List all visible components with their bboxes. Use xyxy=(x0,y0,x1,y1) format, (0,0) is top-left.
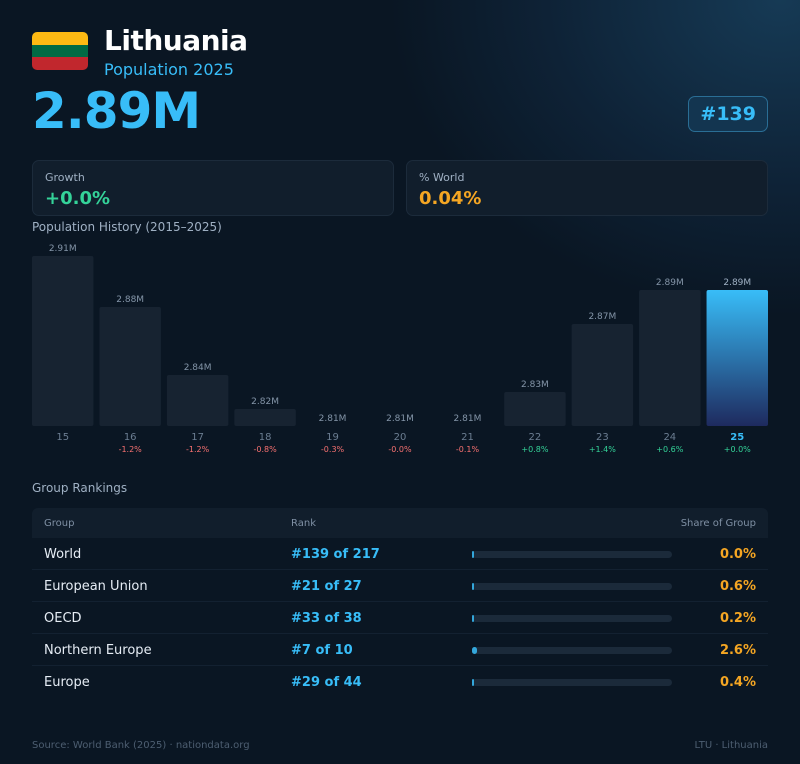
group-rank: #21 of 27 xyxy=(291,579,362,594)
bar xyxy=(639,290,701,426)
x-tick-label: 20 xyxy=(394,432,407,443)
group-share: 0.0% xyxy=(719,547,756,562)
group-share: 2.6% xyxy=(719,643,756,658)
x-tick-label: 24 xyxy=(663,432,676,443)
group-share: 0.6% xyxy=(719,579,756,594)
growth-label: +1.4% xyxy=(589,445,616,454)
bar-value-label: 2.87M xyxy=(588,312,616,322)
growth-label: -0.1% xyxy=(456,445,480,454)
flag-stripe-yellow xyxy=(32,32,88,45)
table-row: World #139 of 217 0.0% xyxy=(32,538,768,570)
x-tick-label: 16 xyxy=(124,432,137,443)
country-title: Lithuania xyxy=(104,24,248,57)
col-rank-header: Rank xyxy=(291,518,316,529)
share-bar-track xyxy=(472,583,672,590)
page-subtitle: Population 2025 xyxy=(104,60,234,79)
country-code-note: LTU · Lithuania xyxy=(694,740,768,751)
growth-label: -0.3% xyxy=(321,445,345,454)
x-tick-label: 18 xyxy=(259,432,272,443)
share-bar-track xyxy=(472,679,672,686)
x-tick-label: 19 xyxy=(326,432,339,443)
population-value: 2.89M xyxy=(32,82,201,140)
bar xyxy=(99,307,161,426)
flag-stripe-red xyxy=(32,57,88,70)
bar-value-label: 2.81M xyxy=(386,414,414,424)
x-tick-label: 15 xyxy=(56,432,69,443)
bar-highlight xyxy=(706,290,768,426)
group-name: Europe xyxy=(44,675,90,690)
world-share-label: % World xyxy=(419,171,465,184)
growth-label: +0.8% xyxy=(521,445,548,454)
history-title: Population History (2015–2025) xyxy=(32,220,222,234)
rankings-title: Group Rankings xyxy=(32,481,128,495)
growth-label: -0.0% xyxy=(388,445,412,454)
col-share-header: Share of Group xyxy=(680,518,756,529)
share-bar-fill xyxy=(472,551,474,558)
bar-value-label: 2.91M xyxy=(49,244,77,254)
group-name: World xyxy=(44,547,82,562)
group-rank: #33 of 38 xyxy=(291,611,362,626)
x-tick-label: 17 xyxy=(191,432,204,443)
bar-value-label: 2.88M xyxy=(116,295,144,305)
table-row: OECD #33 of 38 0.2% xyxy=(32,602,768,634)
growth-card: Growth +0.0% xyxy=(32,160,394,216)
source-note: Source: World Bank (2025) · nationdata.o… xyxy=(32,740,250,751)
group-share: 0.2% xyxy=(719,611,756,626)
rankings-table-header: Group Rank Share of Group xyxy=(32,508,768,538)
group-name: Northern Europe xyxy=(44,643,152,658)
x-tick-label: 23 xyxy=(596,432,609,443)
bar-value-label: 2.81M xyxy=(454,414,482,424)
group-name: European Union xyxy=(44,579,148,594)
growth-label: -1.2% xyxy=(119,445,143,454)
table-row: European Union #21 of 27 0.6% xyxy=(32,570,768,602)
x-tick-label: 22 xyxy=(529,432,542,443)
growth-label: Growth xyxy=(45,171,85,184)
share-bar-track xyxy=(472,647,672,654)
share-bar-fill xyxy=(472,647,478,654)
group-rank: #139 of 217 xyxy=(291,547,380,562)
bar xyxy=(234,409,296,426)
flag-stripe-green xyxy=(32,44,88,58)
group-rank: #7 of 10 xyxy=(291,643,353,658)
bar xyxy=(166,375,229,426)
x-tick-label: 21 xyxy=(461,432,474,443)
table-row: Europe #29 of 44 0.4% xyxy=(32,666,768,698)
bar-value-label: 2.81M xyxy=(319,414,347,424)
share-bar-fill xyxy=(472,615,474,622)
growth-label: -1.2% xyxy=(186,445,210,454)
table-row: Northern Europe #7 of 10 2.6% xyxy=(32,634,768,666)
country-flag xyxy=(32,32,88,70)
bar xyxy=(504,392,566,426)
share-bar-track xyxy=(472,551,672,558)
rank-badge: #139 xyxy=(688,96,768,132)
share-bar-track xyxy=(472,615,672,622)
bar xyxy=(32,256,94,426)
bar xyxy=(571,324,634,426)
bar-value-label: 2.82M xyxy=(251,397,279,407)
group-share: 0.4% xyxy=(719,675,756,690)
growth-value: +0.0% xyxy=(45,188,111,209)
bar-value-label: 2.89M xyxy=(723,278,751,288)
growth-label: +0.6% xyxy=(656,445,683,454)
share-bar-fill xyxy=(472,679,474,686)
growth-label: +0.0% xyxy=(724,445,751,454)
group-rank: #29 of 44 xyxy=(291,675,362,690)
share-bar-fill xyxy=(472,583,474,590)
growth-label: -0.8% xyxy=(253,445,277,454)
x-tick-label: 25 xyxy=(730,432,744,443)
rankings-table: Group Rank Share of Group World #139 of … xyxy=(32,508,768,698)
world-share-value: 0.04% xyxy=(419,188,482,209)
bar-value-label: 2.84M xyxy=(184,363,212,373)
group-name: OECD xyxy=(44,611,82,626)
bar-value-label: 2.83M xyxy=(521,380,549,390)
world-share-card: % World 0.04% xyxy=(406,160,768,216)
col-group-header: Group xyxy=(44,518,75,529)
bar-value-label: 2.89M xyxy=(656,278,684,288)
